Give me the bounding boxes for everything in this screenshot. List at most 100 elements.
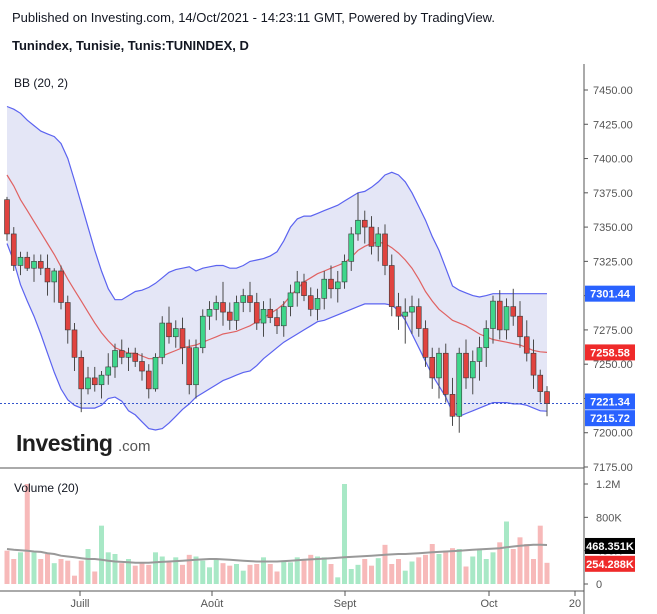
volume-bar bbox=[105, 552, 111, 584]
volume-bar bbox=[92, 571, 98, 584]
candle-body bbox=[382, 233, 388, 266]
volume-bar bbox=[186, 554, 192, 584]
volume-bar bbox=[254, 564, 260, 584]
volume-bar bbox=[213, 559, 219, 584]
candle-body bbox=[301, 281, 307, 296]
volume-bar bbox=[126, 559, 131, 584]
candle-body bbox=[91, 377, 98, 386]
candle-body bbox=[442, 352, 449, 395]
candle-body bbox=[530, 352, 537, 376]
candle-body bbox=[206, 309, 213, 317]
candle-body bbox=[125, 352, 132, 358]
candle-body bbox=[118, 350, 125, 358]
candle-body bbox=[274, 317, 280, 327]
candle-body bbox=[152, 357, 159, 390]
price-badge-text: 7221.34 bbox=[590, 396, 631, 408]
volume-bar bbox=[342, 484, 347, 584]
candle-body bbox=[240, 295, 247, 303]
volume-bar bbox=[281, 560, 287, 584]
volume-bar bbox=[497, 542, 503, 584]
price-badge bbox=[585, 285, 635, 302]
volume-bar bbox=[517, 537, 523, 584]
volume-bar bbox=[443, 550, 449, 584]
candle-body bbox=[98, 374, 105, 386]
volume-bar bbox=[132, 565, 138, 584]
candle-body bbox=[139, 361, 145, 372]
candle-body bbox=[186, 347, 193, 386]
volume-badge-text: 468.351K bbox=[586, 541, 634, 553]
volume-bar bbox=[173, 557, 179, 584]
candle-body bbox=[496, 300, 503, 331]
volume-bar bbox=[348, 569, 354, 584]
candle-body bbox=[456, 352, 463, 417]
volume-bar bbox=[308, 554, 314, 584]
candle-body bbox=[58, 270, 64, 303]
volume-bar bbox=[11, 559, 17, 584]
candle-body bbox=[429, 357, 436, 379]
volume-bar bbox=[477, 549, 482, 584]
candle-body bbox=[280, 306, 287, 327]
volume-bar bbox=[321, 557, 327, 584]
volume-bar bbox=[450, 548, 455, 584]
volume-tick-label: 800K bbox=[596, 512, 622, 524]
candle-body bbox=[51, 270, 58, 283]
volume-bar bbox=[180, 564, 185, 584]
volume-bar bbox=[78, 560, 84, 584]
candle-body bbox=[523, 336, 530, 354]
volume-bar bbox=[146, 564, 152, 584]
volume-tick-label: 1.2M bbox=[596, 479, 620, 491]
price-tick-label: 7400.00 bbox=[593, 154, 633, 166]
price-badge-text: 7215.72 bbox=[590, 413, 630, 425]
bb-upper-line bbox=[6, 105, 547, 301]
price-tick-label: 7425.00 bbox=[593, 119, 633, 131]
candle-body bbox=[64, 302, 71, 331]
volume-badge bbox=[585, 555, 635, 572]
candle-body bbox=[422, 328, 429, 358]
candle-body bbox=[361, 219, 368, 228]
price-tick-label: 7325.00 bbox=[593, 256, 633, 268]
volume-bar bbox=[72, 575, 77, 584]
volume-bar bbox=[524, 544, 530, 584]
candle-body bbox=[388, 265, 395, 307]
volume-bar bbox=[58, 559, 64, 584]
volume-bar bbox=[463, 566, 469, 584]
volume-bar bbox=[200, 560, 206, 584]
logo-text: Investing bbox=[16, 430, 112, 456]
candle-body bbox=[348, 233, 355, 262]
candle-body bbox=[10, 233, 17, 266]
volume-indicator-label: Volume (20) bbox=[14, 481, 79, 495]
volume-bar bbox=[504, 521, 509, 584]
volume-bar bbox=[510, 549, 516, 584]
volume-bar bbox=[261, 557, 266, 584]
volume-bar bbox=[38, 559, 44, 584]
volume-bar bbox=[139, 562, 145, 584]
candle-body bbox=[260, 309, 267, 324]
candle-body bbox=[395, 306, 402, 317]
candle-body bbox=[368, 226, 375, 247]
volume-ma-line bbox=[6, 543, 548, 564]
volume-bar bbox=[416, 557, 422, 584]
candle-body bbox=[17, 256, 24, 266]
volume-bar bbox=[24, 484, 30, 584]
candle-body bbox=[24, 256, 31, 269]
volume-bar bbox=[18, 552, 23, 584]
candle-body bbox=[213, 302, 220, 310]
candle-body bbox=[37, 261, 44, 269]
candle-body bbox=[247, 295, 253, 303]
volume-bar bbox=[375, 558, 381, 584]
candle-body bbox=[537, 374, 544, 392]
candle-body bbox=[71, 329, 78, 358]
volume-bar bbox=[153, 552, 158, 584]
time-tick-label: Juill bbox=[71, 598, 90, 610]
bb-fill bbox=[7, 106, 547, 430]
candle-body bbox=[341, 261, 348, 283]
volume-bar bbox=[531, 559, 536, 584]
volume-bar bbox=[436, 554, 442, 584]
candle-body bbox=[402, 311, 409, 317]
time-tick-label: Oct bbox=[480, 598, 497, 610]
candle-body bbox=[267, 309, 274, 318]
volume-bar bbox=[159, 556, 165, 584]
candle-body bbox=[436, 352, 442, 379]
time-tick-label: 20 bbox=[569, 598, 581, 610]
candle-body bbox=[193, 347, 199, 386]
